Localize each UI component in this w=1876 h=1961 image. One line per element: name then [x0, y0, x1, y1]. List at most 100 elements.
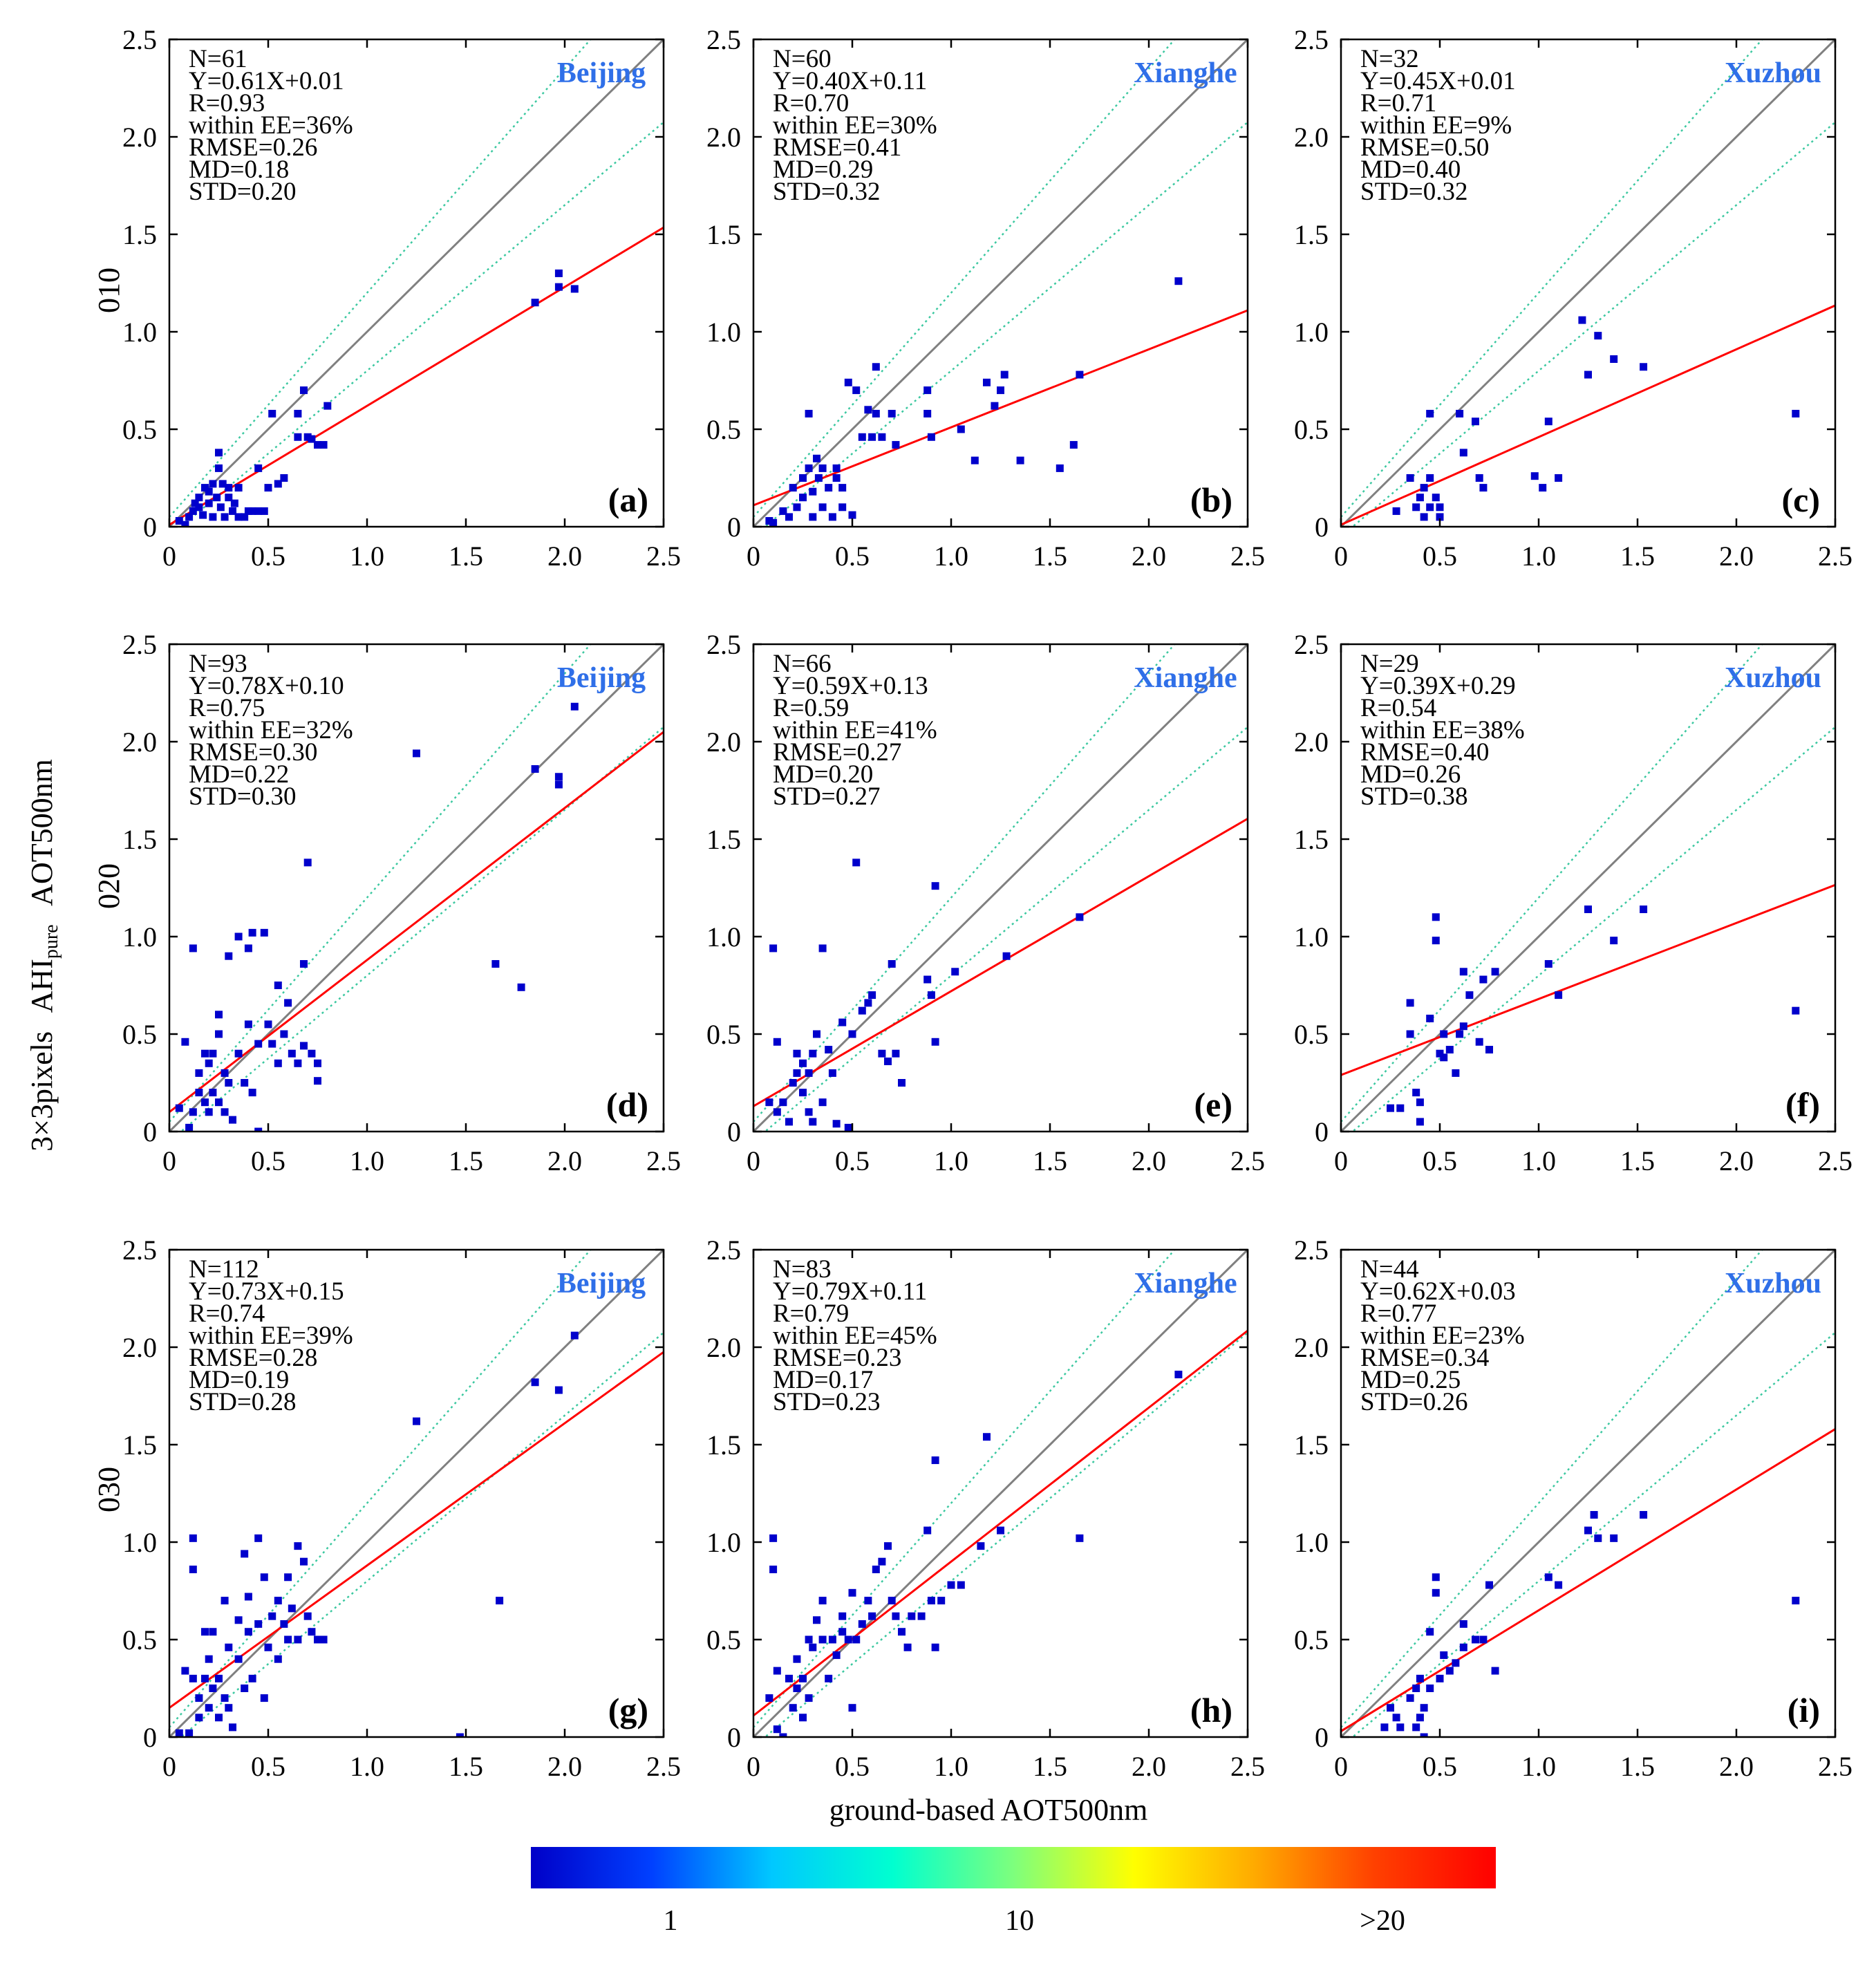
panel-b-stat-3: within EE=30% — [773, 111, 937, 140]
panel-d-point-23 — [241, 1079, 249, 1087]
colorbar: 1 10 >20 — [531, 1847, 1496, 1937]
panel-d-point-19 — [225, 1079, 233, 1087]
panel-d-plot-area — [169, 644, 664, 1132]
panel-d-stat-4: RMSE=0.30 — [189, 738, 317, 767]
panel-e-point-34 — [927, 991, 935, 1000]
colorbar-tick-10: 10 — [1005, 1905, 1034, 1937]
panel-h-ytick-label-5: 2.5 — [706, 1235, 741, 1266]
panel-g-stat-2: R=0.74 — [189, 1299, 265, 1328]
panel-g-ytick-label-0: 0 — [143, 1722, 157, 1753]
panel-d-point-40 — [299, 1042, 308, 1050]
panel-f-ytick-label-3: 1.5 — [1294, 824, 1329, 855]
panel-h-point-28 — [864, 1597, 872, 1605]
panel-g-point-24 — [241, 1685, 249, 1692]
panel-c-ytick-label-3: 1.5 — [1294, 219, 1329, 250]
panel-c-xtick-label-1: 0.5 — [1423, 541, 1457, 572]
panel-h-ytick-label-1: 0.5 — [706, 1624, 741, 1655]
panel-c-point-25 — [1640, 363, 1648, 371]
panel-e-fit-line — [753, 818, 1248, 1107]
panel-c-point-12 — [1456, 409, 1464, 417]
panel-g-xtick-label-2: 1.0 — [350, 1751, 384, 1782]
panel-e-point-15 — [813, 1030, 821, 1038]
panel-f-xtick-label-3: 1.5 — [1620, 1145, 1655, 1176]
panel-f-stat-4: RMSE=0.40 — [1360, 738, 1489, 767]
panel-a-point-15 — [215, 449, 223, 457]
panel-g-one-to-one-line — [169, 1250, 664, 1737]
panel-h-point-8 — [793, 1655, 801, 1663]
panel-d-point-11 — [209, 1089, 217, 1097]
panel-g-ytick-label-1: 0.5 — [122, 1624, 157, 1655]
panel-i-point-31 — [1640, 1511, 1648, 1519]
panel-d-point-51 — [570, 702, 579, 711]
panel-f-ytick-label-5: 2.5 — [1294, 629, 1329, 660]
panel-h-point-37 — [908, 1612, 916, 1620]
panels: 000.50.51.01.01.51.52.02.02.52.5N=61Y=0.… — [122, 24, 1852, 1782]
panel-a-point-7 — [199, 511, 207, 519]
panel-g-point-21 — [234, 1655, 243, 1663]
panel-b-point-1 — [769, 518, 778, 527]
panel-d-ytick-label-2: 1.0 — [122, 921, 157, 953]
panel-g-point-35 — [274, 1655, 282, 1663]
panel-f-point-3 — [1406, 1030, 1414, 1038]
panel-d-point-31 — [264, 1020, 272, 1029]
panel-b-point-16 — [825, 484, 833, 492]
panel-h-point-15 — [813, 1616, 821, 1624]
panel-h-point-25 — [848, 1704, 856, 1712]
panel-g-xtick-label-5: 2.5 — [646, 1751, 681, 1782]
panel-f-stat-0: N=29 — [1360, 650, 1419, 678]
row-label-030: 030 — [92, 1467, 126, 1512]
panel-d-point-28 — [254, 1040, 263, 1048]
panel-f-ee-lower-line — [1351, 726, 1835, 1132]
panel-a-point-22 — [230, 499, 238, 507]
panel-h-point-20 — [832, 1651, 841, 1660]
panel-g-point-37 — [284, 1573, 292, 1582]
panel-b-point-31 — [888, 409, 896, 417]
panel-h-xtick-label-3: 1.5 — [1033, 1751, 1067, 1782]
panel-h-point-24 — [848, 1588, 856, 1597]
panel-h-point-26 — [852, 1635, 861, 1644]
panel-c-one-to-one-line — [1341, 39, 1835, 527]
panel-h-point-17 — [818, 1597, 827, 1605]
panel-i-point-7 — [1416, 1674, 1424, 1682]
panel-h-point-49 — [1076, 1534, 1084, 1542]
panel-h-point-23 — [844, 1635, 852, 1644]
panel-g-point-51 — [554, 1386, 563, 1394]
panel-g-point-52 — [570, 1331, 579, 1340]
panel-e-point-11 — [805, 1108, 813, 1116]
panel-g-point-11 — [205, 1704, 213, 1712]
panel-b-ee-lower-line — [763, 121, 1248, 527]
panel-f-point-4 — [1412, 1089, 1420, 1097]
panel-d-point-35 — [280, 1030, 288, 1038]
panel-c-point-21 — [1578, 316, 1586, 324]
colorbar-tick-20: >20 — [1360, 1905, 1405, 1937]
panel-d-point-36 — [284, 999, 292, 1007]
panel-g-point-33 — [268, 1612, 276, 1620]
panel-d-point-17 — [221, 1108, 229, 1116]
panel-f-point-28 — [1792, 1006, 1800, 1015]
panel-d-point-24 — [244, 944, 252, 953]
panel-a-point-18 — [221, 513, 229, 521]
panel-g-point-30 — [260, 1694, 268, 1702]
panel-b-stat-1: Y=0.40X+0.11 — [773, 67, 927, 95]
panel-b-stat-5: MD=0.29 — [773, 156, 873, 184]
panel-c-stat-6: STD=0.32 — [1360, 178, 1468, 206]
panel-b-xtick-label-5: 2.5 — [1230, 541, 1265, 572]
panel-h-plot-area — [753, 1250, 1248, 1737]
panel-e-point-22 — [844, 1123, 852, 1132]
panel-e-xtick-label-5: 2.5 — [1230, 1145, 1265, 1176]
panel-c-xtick-label-5: 2.5 — [1818, 541, 1852, 572]
panel-g-point-10 — [205, 1655, 213, 1663]
panel-d-ytick-label-0: 0 — [143, 1116, 157, 1147]
panel-b-frame — [752, 38, 1249, 528]
panel-d-stat-5: MD=0.22 — [189, 760, 289, 789]
panel-g-point-36 — [280, 1620, 288, 1628]
panel-h-point-10 — [799, 1674, 807, 1682]
panel-g-point-6 — [195, 1694, 203, 1702]
panel-e-point-36 — [931, 1038, 939, 1046]
panel-b-point-46 — [1174, 277, 1183, 285]
panel-f-xtick-label-5: 2.5 — [1818, 1145, 1852, 1176]
panel-b-point-22 — [844, 378, 852, 386]
panel-f-point-24 — [1555, 991, 1563, 1000]
panel-e-point-21 — [838, 1018, 847, 1026]
panel-c-point-7 — [1426, 503, 1434, 512]
